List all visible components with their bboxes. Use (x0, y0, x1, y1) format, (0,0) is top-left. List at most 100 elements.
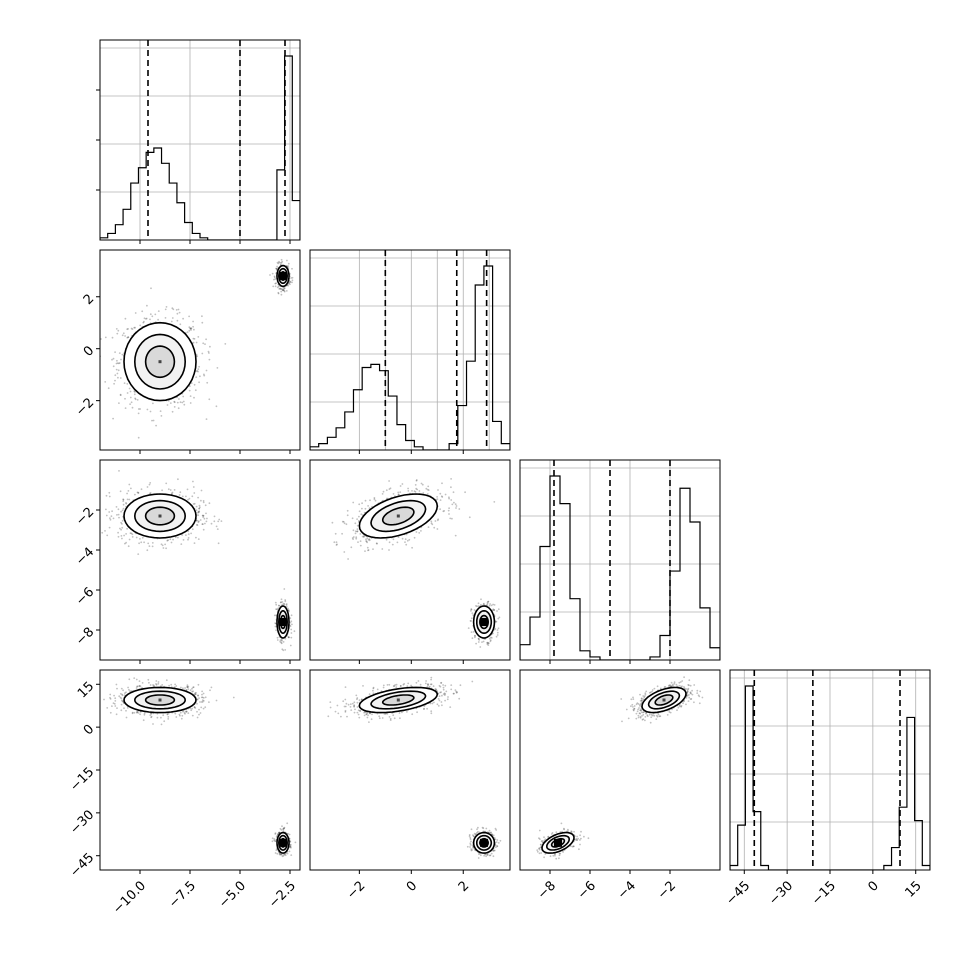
sample-point (200, 701, 203, 703)
sample-point (489, 636, 492, 639)
panel-2-2 (519, 459, 721, 661)
sample-point (203, 517, 206, 520)
sample-point (469, 620, 472, 622)
sample-point (191, 495, 194, 498)
sample-point (477, 602, 480, 605)
sample-point (118, 470, 120, 472)
sample-point (191, 707, 194, 710)
sample-point (139, 538, 141, 540)
sample-point (143, 712, 146, 715)
sample-point (285, 603, 288, 605)
sample-point (372, 548, 374, 550)
sample-point (193, 542, 196, 544)
sample-point (181, 714, 184, 717)
sample-point (111, 705, 113, 707)
sample-point (482, 640, 485, 643)
sample-point (269, 274, 271, 276)
sample-point (491, 609, 494, 612)
sample-point (275, 282, 277, 285)
sample-point (110, 515, 113, 518)
sample-point (286, 259, 288, 262)
sample-point (138, 542, 141, 545)
sample-point (208, 358, 211, 361)
sample-point (496, 631, 499, 634)
sample-point (392, 538, 395, 541)
sample-point (202, 514, 205, 517)
sample-point (128, 538, 131, 541)
sample-point (279, 639, 282, 642)
sample-point (108, 511, 111, 513)
sample-point (124, 542, 126, 545)
sample-point (488, 637, 491, 640)
sample-point (191, 714, 194, 717)
sample-point (356, 518, 358, 520)
sample-point (171, 491, 174, 494)
sample-point (151, 545, 154, 548)
sample-point (418, 532, 421, 534)
sample-point (131, 328, 134, 330)
sample-point (388, 549, 390, 551)
sample-point (165, 547, 168, 550)
sample-point (439, 492, 442, 495)
sample-point (272, 285, 275, 288)
sample-point (191, 690, 194, 693)
sample-point (134, 312, 137, 314)
sample-point (274, 601, 277, 604)
sample-point (196, 710, 198, 713)
sample-point (197, 510, 200, 513)
sample-point (180, 543, 183, 545)
sample-point (197, 520, 200, 523)
sample-point (141, 310, 144, 313)
sample-point (352, 501, 355, 504)
sample-point (173, 400, 176, 403)
sample-point (117, 376, 119, 379)
sample-point (404, 541, 406, 543)
sample-point (216, 367, 219, 369)
sample-point (111, 358, 113, 361)
sample-point (206, 381, 209, 384)
sample-point (146, 486, 149, 488)
sample-point (101, 531, 104, 534)
sample-point (182, 539, 185, 541)
sample-point (170, 541, 173, 544)
sample-point (273, 278, 275, 281)
sample-point (287, 262, 290, 265)
sample-point (288, 636, 290, 639)
sample-point (493, 501, 496, 503)
sample-point (187, 685, 190, 688)
sample-point (430, 522, 433, 525)
sample-point (124, 407, 127, 409)
sample-point (488, 604, 491, 607)
sample-point (282, 289, 284, 292)
hist-group (310, 265, 510, 450)
sample-point (487, 644, 490, 646)
sample-point (331, 521, 334, 524)
sample-point (284, 854, 287, 857)
sample-point (287, 607, 289, 610)
sample-point (130, 487, 132, 490)
sample-point (198, 697, 200, 699)
sample-point (167, 488, 170, 491)
sample-point (497, 627, 500, 630)
sample-point (196, 698, 199, 701)
sample-point (191, 687, 193, 690)
sample-point (130, 327, 133, 330)
sample-point (220, 520, 223, 522)
sample-point (486, 643, 489, 646)
sample-point (127, 545, 130, 548)
sample-point (368, 539, 371, 542)
sample-point (472, 631, 475, 633)
sample-point (381, 548, 384, 550)
sample-point (280, 293, 283, 296)
sample-point (146, 549, 149, 552)
sample-point (482, 603, 485, 606)
sample-point (365, 540, 368, 543)
sample-point (149, 492, 151, 495)
sample-point (130, 401, 133, 404)
sample-point (197, 368, 200, 370)
sample-point (183, 711, 186, 714)
sample-point (197, 694, 199, 697)
sample-point (201, 690, 204, 693)
sample-point (115, 362, 118, 365)
sample-point (108, 526, 111, 529)
